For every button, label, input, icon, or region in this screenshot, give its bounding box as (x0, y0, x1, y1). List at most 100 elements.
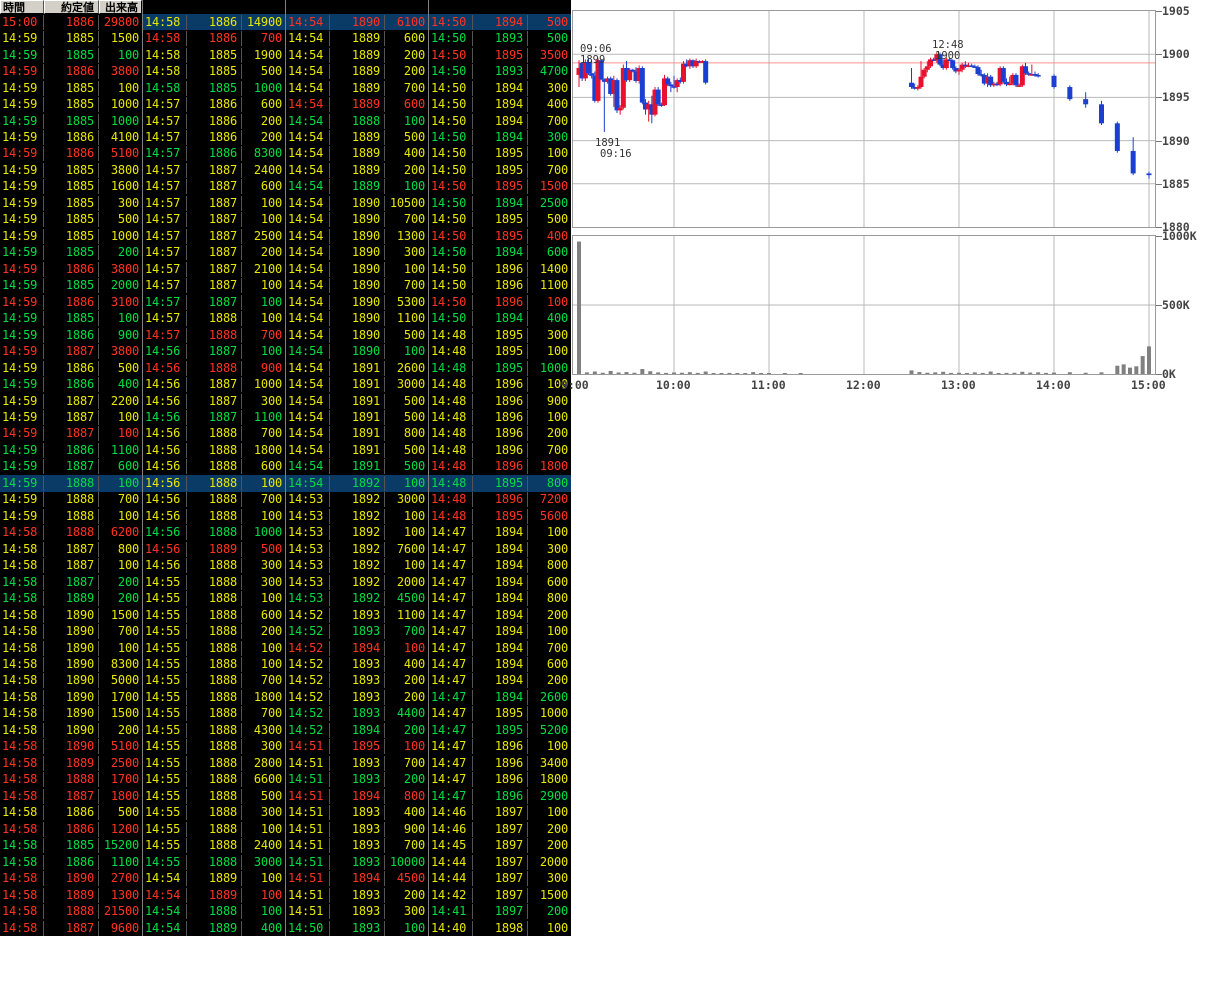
table-row[interactable]: 14:51 1893 200 (286, 887, 428, 903)
table-row[interactable]: 14:59 1886 3800 (0, 261, 142, 277)
column-header-time[interactable]: 時間 (0, 0, 44, 14)
table-row[interactable]: 14:50 1895 400 (429, 228, 571, 244)
table-row[interactable]: 14:54 1890 100 (286, 261, 428, 277)
table-row[interactable]: 14:50 1895 3500 (429, 47, 571, 63)
table-row[interactable]: 14:48 1895 100 (429, 343, 571, 360)
table-row[interactable]: 14:56 1888 100 (143, 475, 285, 492)
table-row[interactable]: 14:54 1890 10500 (286, 195, 428, 211)
table-row[interactable]: 14:58 1886 700 (143, 30, 285, 47)
table-row[interactable]: 14:59 1886 500 (0, 360, 142, 376)
table-row[interactable]: 14:55 1888 700 (143, 673, 285, 689)
table-row[interactable]: 14:54 1891 500 (286, 459, 428, 475)
table-row[interactable]: 14:52 1893 400 (286, 656, 428, 673)
table-row[interactable]: 14:59 1888 700 (0, 492, 142, 508)
table-row[interactable]: 14:51 1894 800 (286, 788, 428, 804)
table-row[interactable]: 14:52 1893 700 (286, 623, 428, 640)
table-row[interactable]: 14:58 1887 100 (0, 557, 142, 574)
table-row[interactable]: 14:56 1888 1000 (143, 525, 285, 541)
table-row[interactable]: 14:59 1885 1500 (0, 30, 142, 47)
table-row[interactable]: 14:55 1888 100 (143, 656, 285, 673)
table-row[interactable]: 14:53 1892 7600 (286, 541, 428, 557)
table-row[interactable]: 14:48 1896 100 (429, 409, 571, 425)
table-row[interactable]: 14:58 1885 500 (143, 63, 285, 80)
table-row[interactable]: 14:51 1893 400 (286, 805, 428, 821)
table-row[interactable]: 14:57 1888 100 (143, 310, 285, 327)
table-row[interactable]: 14:54 1889 200 (286, 162, 428, 178)
tick-column-4[interactable]: 14:50 1894 500 14:50 1893 500 14:50 1895 3500 14:… (429, 0, 571, 937)
table-row[interactable]: 14:59 1887 2200 (0, 393, 142, 409)
table-row[interactable]: 14:51 1895 100 (286, 739, 428, 755)
table-row[interactable]: 14:54 1889 400 (143, 920, 285, 936)
table-row[interactable]: 14:59 1886 1100 (0, 442, 142, 458)
table-row[interactable]: 14:48 1896 900 (429, 393, 571, 409)
table-row[interactable]: 14:51 1893 900 (286, 821, 428, 837)
table-row[interactable]: 14:52 1893 200 (286, 673, 428, 689)
table-row[interactable]: 14:58 1886 14900 (143, 14, 285, 31)
table-row[interactable]: 14:54 1889 500 (286, 129, 428, 146)
table-row[interactable]: 14:50 1894 300 (429, 129, 571, 146)
column-header-price[interactable]: 約定値 (44, 0, 99, 14)
table-row[interactable]: 14:42 1897 1500 (429, 887, 571, 903)
table-row[interactable]: 14:57 1887 2400 (143, 162, 285, 178)
table-row[interactable]: 14:51 1893 10000 (286, 854, 428, 870)
table-row[interactable]: 14:55 1888 100 (143, 821, 285, 837)
table-row[interactable]: 14:55 1888 6600 (143, 772, 285, 788)
table-row[interactable]: 14:58 1886 1200 (0, 821, 142, 837)
table-row[interactable]: 14:46 1897 100 (429, 805, 571, 821)
table-row[interactable]: 14:59 1885 2000 (0, 278, 142, 294)
table-row[interactable]: 14:48 1896 100 (429, 376, 571, 393)
table-row[interactable]: 14:54 1890 500 (286, 327, 428, 343)
table-row[interactable]: 14:47 1894 200 (429, 607, 571, 623)
table-row[interactable]: 14:54 1890 700 (286, 278, 428, 294)
table-row[interactable]: 14:46 1897 200 (429, 821, 571, 837)
table-row[interactable]: 14:47 1894 600 (429, 656, 571, 673)
table-row[interactable]: 14:51 1893 700 (286, 755, 428, 771)
table-row[interactable]: 14:41 1897 200 (429, 903, 571, 920)
table-row[interactable]: 14:55 1888 1800 (143, 689, 285, 705)
table-row[interactable]: 14:50 1893 100 (286, 920, 428, 936)
table-row[interactable]: 14:52 1894 100 (286, 640, 428, 656)
table-row[interactable]: 14:47 1896 3400 (429, 755, 571, 771)
table-row[interactable]: 14:47 1894 700 (429, 640, 571, 656)
table-row[interactable]: 14:48 1895 5600 (429, 508, 571, 524)
table-row[interactable]: 14:56 1888 1800 (143, 442, 285, 458)
table-row[interactable]: 14:48 1895 1000 (429, 360, 571, 376)
table-row[interactable]: 14:54 1891 500 (286, 393, 428, 409)
table-row[interactable]: 14:51 1893 300 (286, 903, 428, 920)
table-row[interactable]: 14:59 1887 100 (0, 409, 142, 425)
table-row[interactable]: 14:58 1885 1900 (143, 47, 285, 63)
table-row[interactable]: 14:59 1885 100 (0, 310, 142, 327)
table-row[interactable]: 14:54 1890 6100 (286, 14, 428, 31)
table-row[interactable]: 14:51 1894 4500 (286, 870, 428, 887)
table-row[interactable]: 14:55 1888 200 (143, 623, 285, 640)
table-row[interactable]: 14:57 1887 2100 (143, 261, 285, 277)
table-row[interactable]: 14:57 1887 200 (143, 245, 285, 261)
tick-column-3[interactable]: 14:54 1890 6100 14:54 1889 600 14:54 1889 200 14:… (286, 0, 429, 937)
table-row[interactable]: 14:53 1892 100 (286, 557, 428, 574)
table-row[interactable]: 14:59 1888 100 (0, 475, 142, 492)
table-row[interactable]: 14:47 1896 2900 (429, 788, 571, 804)
table-row[interactable]: 14:54 1889 600 (286, 30, 428, 47)
table-row[interactable]: 14:58 1887 200 (0, 574, 142, 590)
table-row[interactable]: 14:57 1887 2500 (143, 228, 285, 244)
table-row[interactable]: 14:54 1888 100 (143, 903, 285, 920)
table-row[interactable]: 14:50 1894 600 (429, 245, 571, 261)
table-row[interactable]: 14:58 1890 5100 (0, 739, 142, 755)
table-row[interactable]: 14:56 1887 1100 (143, 409, 285, 425)
table-row[interactable]: 14:54 1890 100 (286, 343, 428, 360)
table-row[interactable]: 14:59 1885 1000 (0, 96, 142, 113)
price-candlestick-panel[interactable] (572, 10, 1156, 228)
table-row[interactable]: 14:48 1895 800 (429, 475, 571, 492)
table-row[interactable]: 14:58 1888 6200 (0, 525, 142, 541)
table-row[interactable]: 14:55 1888 2400 (143, 837, 285, 854)
table-row[interactable]: 14:54 1891 800 (286, 426, 428, 442)
table-row[interactable]: 14:58 1885 1000 (143, 80, 285, 96)
table-row[interactable]: 14:55 1888 300 (143, 739, 285, 755)
table-row[interactable]: 14:50 1895 500 (429, 212, 571, 228)
table-row[interactable]: 14:50 1895 1500 (429, 179, 571, 195)
table-row[interactable]: 14:59 1885 1600 (0, 179, 142, 195)
table-row[interactable]: 14:55 1888 300 (143, 805, 285, 821)
table-row[interactable]: 14:50 1894 400 (429, 96, 571, 113)
table-row[interactable]: 14:44 1897 2000 (429, 854, 571, 870)
table-row[interactable]: 14:59 1887 600 (0, 459, 142, 475)
